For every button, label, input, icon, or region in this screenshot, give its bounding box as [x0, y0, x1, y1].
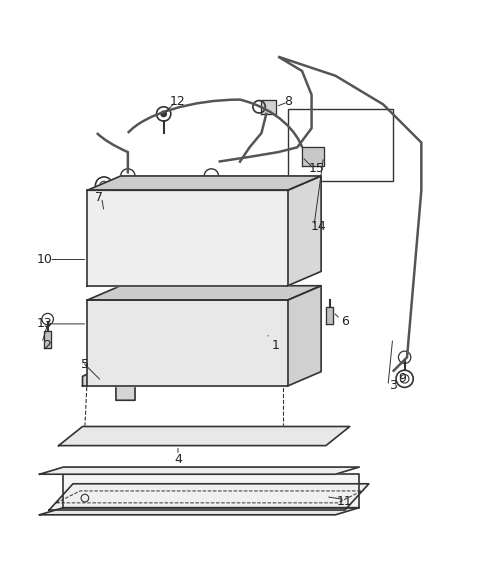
- Text: 7: 7: [95, 191, 103, 204]
- Bar: [159, 195, 183, 209]
- Polygon shape: [288, 176, 321, 286]
- Polygon shape: [288, 286, 321, 386]
- Text: 3: 3: [389, 379, 396, 392]
- Polygon shape: [87, 286, 321, 300]
- Polygon shape: [87, 191, 288, 286]
- Text: 6: 6: [341, 315, 349, 328]
- Polygon shape: [87, 300, 288, 386]
- Polygon shape: [302, 148, 324, 166]
- Polygon shape: [44, 331, 51, 348]
- Text: 15: 15: [309, 162, 324, 175]
- Text: 1: 1: [272, 339, 280, 352]
- Polygon shape: [49, 484, 369, 510]
- Bar: [288, 109, 393, 181]
- Polygon shape: [266, 343, 274, 360]
- Text: 8: 8: [284, 95, 292, 109]
- Polygon shape: [59, 426, 350, 446]
- Polygon shape: [63, 474, 360, 508]
- Text: 9: 9: [398, 372, 406, 385]
- Polygon shape: [87, 176, 321, 191]
- Polygon shape: [326, 307, 333, 324]
- Polygon shape: [83, 370, 135, 400]
- Text: 14: 14: [311, 220, 326, 232]
- Polygon shape: [39, 508, 360, 515]
- Text: 4: 4: [174, 453, 182, 467]
- Text: 5: 5: [81, 358, 89, 371]
- Circle shape: [161, 111, 167, 117]
- Polygon shape: [39, 467, 360, 474]
- Text: 12: 12: [170, 95, 186, 109]
- Text: 10: 10: [36, 253, 52, 266]
- Polygon shape: [262, 99, 276, 114]
- Text: 13: 13: [36, 317, 52, 331]
- Text: 2: 2: [43, 339, 51, 352]
- Text: 11: 11: [337, 495, 353, 508]
